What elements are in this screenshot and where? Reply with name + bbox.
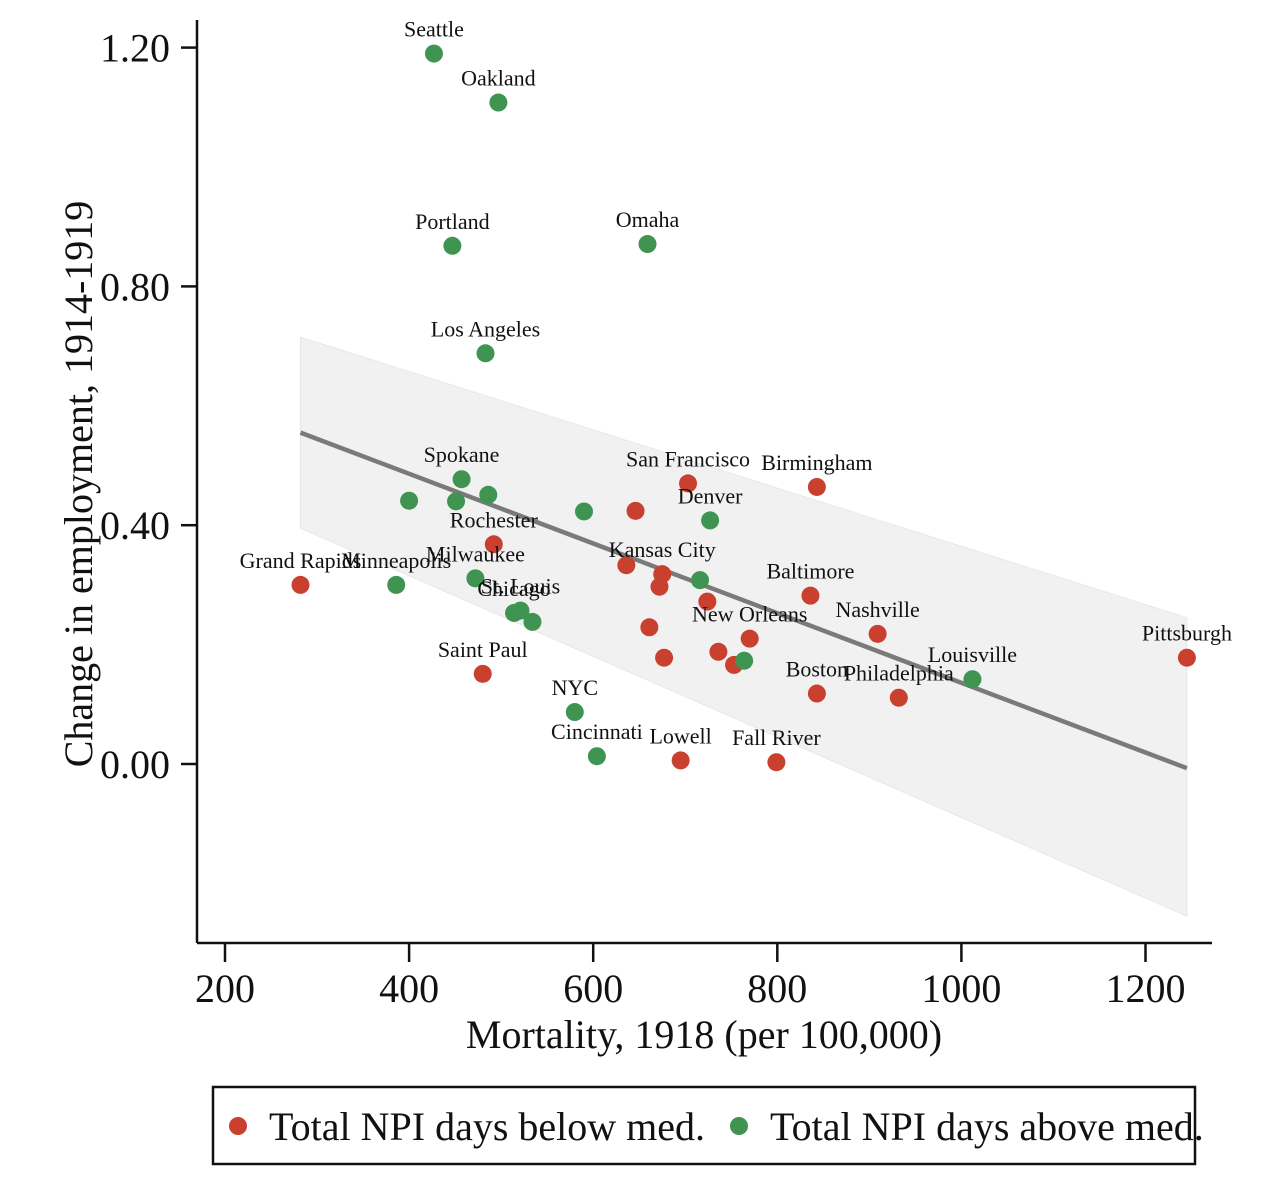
point-label: Cincinnati <box>551 719 643 744</box>
point-above-median <box>452 470 471 489</box>
confidence-band <box>299 336 1188 917</box>
point-label: San Francisco <box>626 446 750 471</box>
y-ticks: 0.00 0.40 0.80 1.20 <box>100 26 197 787</box>
points-layer <box>291 44 1196 772</box>
confidence-band-layer <box>299 336 1188 917</box>
point-above-median <box>400 491 419 510</box>
point-below-median <box>484 535 503 554</box>
point-above-median <box>479 485 498 504</box>
point-label: Louisville <box>928 642 1017 667</box>
legend-label-above-median: Total NPI days above med. <box>770 1104 1204 1149</box>
point-below-median <box>1177 648 1196 667</box>
x-tick-label: 400 <box>379 966 439 1011</box>
point-label: Omaha <box>616 207 680 232</box>
point-label: NYC <box>552 675 598 700</box>
y-tick-label: 0.80 <box>100 264 170 309</box>
point-below-median <box>626 501 645 520</box>
point-above-median <box>387 575 406 594</box>
point-above-median <box>511 601 530 620</box>
legend-marker-above-median <box>730 1117 748 1135</box>
point-label: Milwaukee <box>426 541 525 566</box>
x-tick-label: 200 <box>195 966 255 1011</box>
point-above-median <box>735 651 754 670</box>
point-label: Philadelphia <box>844 661 954 686</box>
point-below-median <box>698 592 717 611</box>
point-below-median <box>473 664 492 683</box>
point-label: Fall River <box>732 725 821 750</box>
point-label: Oakland <box>461 66 536 91</box>
x-tick-label: 1000 <box>921 966 1001 1011</box>
point-above-median <box>963 670 982 689</box>
point-label: Seattle <box>404 17 464 42</box>
point-label: Baltimore <box>766 559 854 584</box>
x-tick-label: 800 <box>747 966 807 1011</box>
point-label: Minneapolis <box>341 548 451 573</box>
legend: Total NPI days below med. Total NPI days… <box>211 1085 1204 1166</box>
point-label: Pittsburgh <box>1142 621 1232 646</box>
point-below-median <box>640 618 659 637</box>
x-tick-label: 600 <box>563 966 623 1011</box>
point-below-median <box>807 477 826 496</box>
point-label: Nashville <box>835 597 919 622</box>
point-label: Portland <box>415 209 490 234</box>
point-above-median <box>489 93 508 112</box>
point-below-median <box>291 575 310 594</box>
point-above-median <box>690 571 709 590</box>
point-above-median <box>565 703 584 722</box>
point-label: Spokane <box>424 442 500 467</box>
fit-line-layer <box>299 430 1188 771</box>
point-label: Grand Rapids <box>240 548 362 573</box>
point-above-median <box>523 612 542 631</box>
point-above-median <box>476 344 495 363</box>
legend-marker-below-median <box>229 1117 247 1135</box>
legend-label-below-median: Total NPI days below med. <box>269 1104 705 1149</box>
point-above-median <box>447 492 466 511</box>
point-below-median <box>889 688 908 707</box>
y-axis-title: Change in employment, 1914-1919 <box>56 201 101 768</box>
point-label: Chicago <box>477 576 550 601</box>
point-below-median <box>767 753 786 772</box>
point-below-median <box>679 474 698 493</box>
point-labels-layer: Grand Rapids Rochester Saint Paul San Franc… <box>240 17 1232 751</box>
point-above-median <box>574 502 593 521</box>
y-tick-label: 0.00 <box>100 742 170 787</box>
x-axis-title: Mortality, 1918 (per 100,000) <box>466 1012 942 1057</box>
x-tick-label: 1200 <box>1106 966 1186 1011</box>
y-tick-label: 0.40 <box>100 503 170 548</box>
point-below-median <box>617 556 636 575</box>
axes <box>195 20 1212 945</box>
point-above-median <box>466 569 485 588</box>
legend-box <box>211 1085 1197 1166</box>
point-label: Denver <box>678 483 743 508</box>
point-below-median <box>801 586 820 605</box>
point-above-median <box>424 44 443 63</box>
point-below-median <box>709 642 728 661</box>
point-below-median <box>671 751 690 770</box>
point-above-median <box>587 747 606 766</box>
point-above-median <box>638 235 657 254</box>
point-label: Lowell <box>649 723 711 748</box>
point-label: New Orleans <box>692 602 807 627</box>
point-above-median <box>701 511 720 530</box>
point-above-median <box>443 236 462 255</box>
point-below-median <box>868 624 887 643</box>
point-label: Los Angeles <box>431 316 540 341</box>
point-label: St. Louis <box>481 574 560 599</box>
x-ticks: 200 400 600 800 1000 1200 <box>195 943 1186 1011</box>
point-label: Kansas City <box>609 537 716 562</box>
point-below-median <box>650 577 669 596</box>
fit-line <box>299 430 1188 771</box>
point-label: Birmingham <box>761 450 872 475</box>
y-tick-label: 1.20 <box>100 26 170 71</box>
point-below-median <box>740 629 759 648</box>
point-label: Boston <box>786 657 848 682</box>
point-below-median <box>807 684 826 703</box>
point-label: Rochester <box>450 507 539 532</box>
point-label: Saint Paul <box>438 637 528 662</box>
point-below-median <box>655 648 674 667</box>
